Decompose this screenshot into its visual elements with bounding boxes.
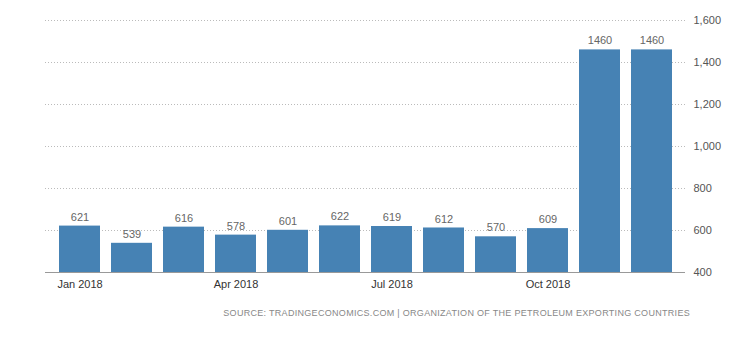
- svg-text:616: 616: [175, 212, 193, 224]
- html-text:SOURCE: TRADINGECONOMICS.COM |: SOURCE: TRADINGECONOMICS.COM | ORGANIZAT…: [223, 308, 690, 318]
- svg-text:609: 609: [539, 213, 557, 225]
- svg-text:570: 570: [487, 221, 505, 233]
- svg-text:622: 622: [331, 210, 349, 222]
- svg-text:621: 621: [71, 211, 89, 223]
- svg-text:1460: 1460: [588, 34, 612, 46]
- svg-text:1460: 1460: [640, 34, 664, 46]
- svg-text:612: 612: [435, 213, 453, 225]
- svg-text:Jul 2018: Jul 2018: [371, 278, 413, 290]
- svg-text:1,400: 1,400: [694, 56, 722, 68]
- svg-text:1,600: 1,600: [694, 14, 722, 26]
- svg-text:800: 800: [694, 182, 712, 194]
- svg-text:Apr 2018: Apr 2018: [214, 278, 259, 290]
- svg-text:619: 619: [383, 211, 401, 223]
- svg-text:Oct 2018: Oct 2018: [526, 278, 571, 290]
- svg-text:539: 539: [123, 228, 141, 240]
- svg-text:Jan 2018: Jan 2018: [57, 278, 102, 290]
- svg-text:1,200: 1,200: [694, 98, 722, 110]
- svg-text:600: 600: [694, 224, 712, 236]
- svg-text:1,000: 1,000: [694, 140, 722, 152]
- svg-text:601: 601: [279, 215, 297, 227]
- svg-text:400: 400: [694, 266, 712, 278]
- svg-text:578: 578: [227, 220, 245, 232]
